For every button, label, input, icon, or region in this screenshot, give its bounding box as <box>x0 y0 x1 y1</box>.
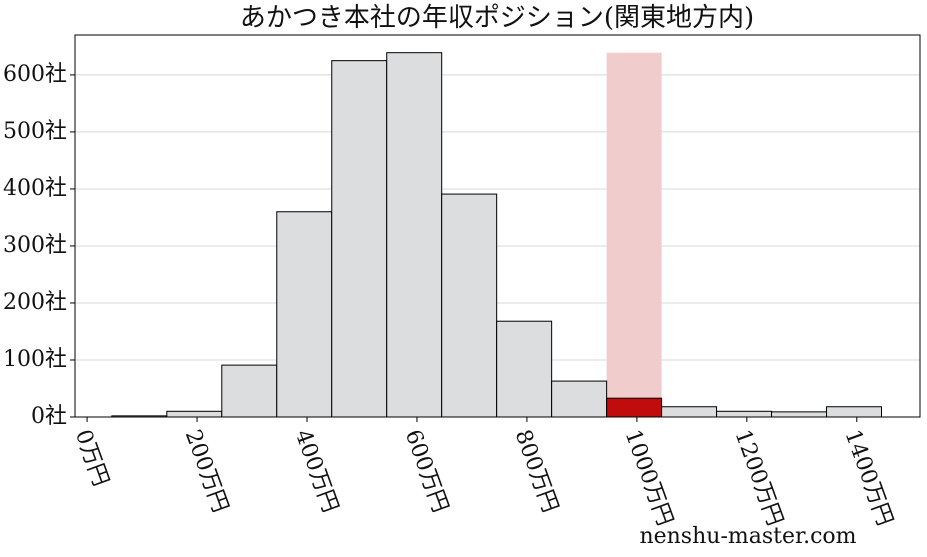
bar <box>716 410 773 418</box>
bar <box>826 406 883 418</box>
x-tick-label: 400万円 <box>290 427 343 516</box>
bar <box>771 411 828 418</box>
bar <box>551 380 608 418</box>
bar <box>441 193 498 418</box>
highlight-band <box>606 52 662 418</box>
x-tick-label: 200万円 <box>180 427 233 516</box>
x-tick-label: 1000万円 <box>620 427 678 530</box>
x-tick-label: 800万円 <box>510 427 563 516</box>
y-tick-label: 300社 <box>3 233 67 258</box>
bar <box>166 410 223 418</box>
bar <box>386 52 443 418</box>
y-tick-label: 600社 <box>3 62 67 87</box>
bar <box>606 397 663 418</box>
plot-frame <box>74 34 921 418</box>
y-tick-label: 200社 <box>3 290 67 315</box>
y-tick-label: 500社 <box>3 119 67 144</box>
bar <box>496 320 553 418</box>
bar <box>221 364 278 418</box>
x-tick-label: 600万円 <box>400 427 453 516</box>
y-tick-label: 0社 <box>31 404 67 429</box>
x-tick-label: 1200万円 <box>730 427 788 530</box>
y-tick-label: 400社 <box>3 176 67 201</box>
bar <box>661 406 718 418</box>
y-tick-label: 100社 <box>3 347 67 372</box>
bar <box>331 60 388 418</box>
x-tick-label: 0万円 <box>70 427 113 490</box>
watermark: nenshu-master.com <box>639 524 856 549</box>
bar <box>276 211 333 418</box>
x-tick-label: 1400万円 <box>839 427 897 530</box>
chart-title: あかつき本社の年収ポジション(関東地方内) <box>240 3 754 33</box>
